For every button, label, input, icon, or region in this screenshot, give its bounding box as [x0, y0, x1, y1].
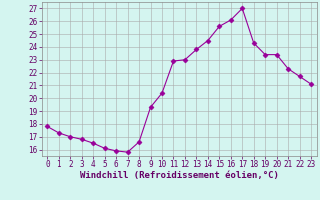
X-axis label: Windchill (Refroidissement éolien,°C): Windchill (Refroidissement éolien,°C): [80, 171, 279, 180]
